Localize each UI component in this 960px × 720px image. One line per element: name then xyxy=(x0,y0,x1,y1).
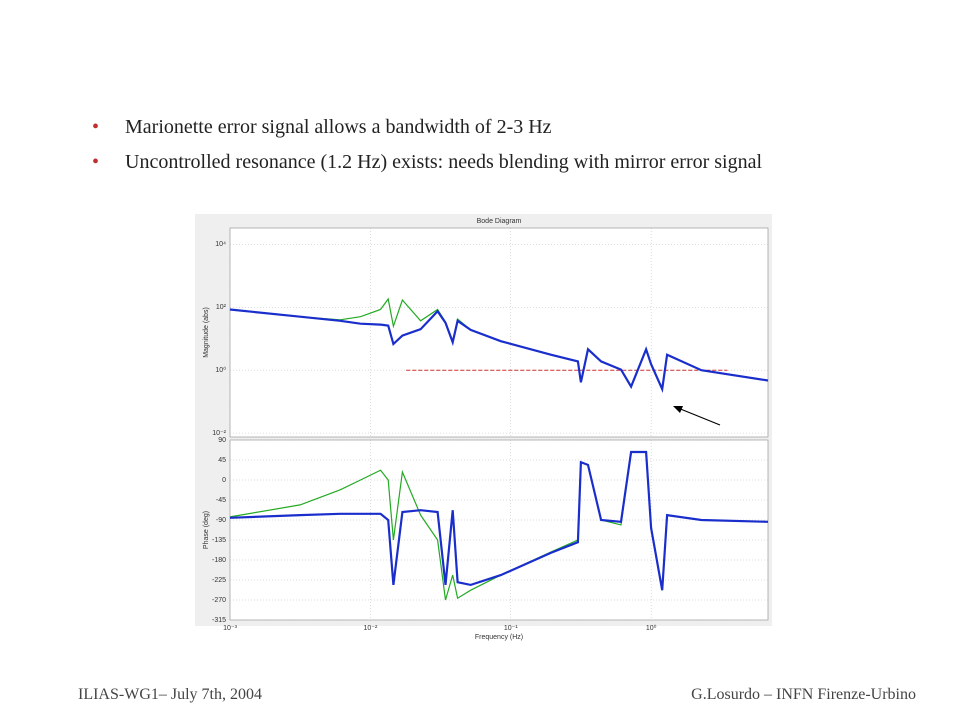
footer-left: ILIAS-WG1– July 7th, 2004 xyxy=(78,686,262,703)
x-tick-label: 10⁻¹ xyxy=(504,625,518,632)
series-line xyxy=(229,308,769,394)
y-tick-label: 0 xyxy=(222,477,226,484)
y-tick-label: -135 xyxy=(212,537,226,544)
x-axis-label: Frequency (Hz) xyxy=(475,634,523,641)
y-tick-label: 10⁴ xyxy=(215,241,226,248)
y-tick-label: -180 xyxy=(212,557,226,564)
y-tick-label: -225 xyxy=(212,577,226,584)
phase-axes xyxy=(229,439,769,621)
x-tick-label: 10⁰ xyxy=(646,624,657,632)
y-tick-label: 10⁻² xyxy=(212,430,226,437)
y-axis-label: Phase (deg) xyxy=(203,511,210,549)
y-tick-label: 45 xyxy=(218,457,226,464)
y-tick-label: -90 xyxy=(216,517,226,524)
y-tick-label: 10⁰ xyxy=(215,366,226,374)
x-tick-label: 10⁻³ xyxy=(223,625,237,632)
bullet-text: Uncontrolled resonance (1.2 Hz) exists: … xyxy=(125,151,763,173)
series-line xyxy=(229,450,769,591)
y-axis-label: Magnitude (abs) xyxy=(203,307,210,358)
y-tick-label: -315 xyxy=(212,617,226,624)
y-tick-label: -270 xyxy=(212,597,226,604)
y-tick-label: 10² xyxy=(216,304,227,311)
y-tick-label: 90 xyxy=(218,437,226,444)
chart-title: Bode Diagram xyxy=(477,218,522,225)
footer-right: G.Losurdo – INFN Firenze-Urbino xyxy=(691,686,916,703)
arrow xyxy=(677,407,721,426)
x-tick-label: 10⁻² xyxy=(363,625,377,632)
y-tick-label: -45 xyxy=(216,497,226,504)
bullet-text: Marionette error signal allows a bandwid… xyxy=(125,116,552,138)
magnitude-axes xyxy=(229,227,769,438)
arrow-head xyxy=(673,406,683,413)
